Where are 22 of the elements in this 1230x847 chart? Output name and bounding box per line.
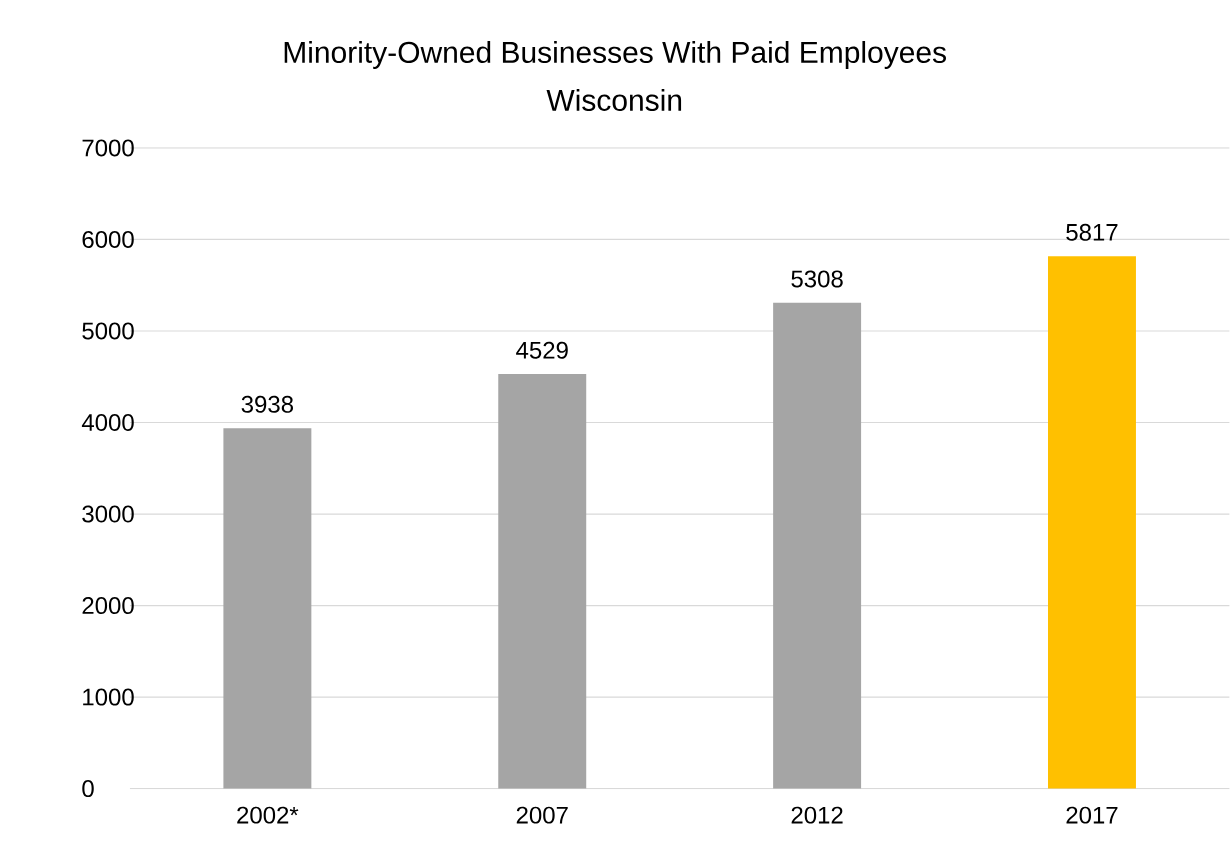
data-label: 5817 xyxy=(1066,224,1118,242)
chart-subtitle: Wisconsin xyxy=(546,89,682,112)
bar xyxy=(223,428,312,789)
y-tick-label: 4000 xyxy=(81,414,134,432)
x-tick-label: 2007 xyxy=(516,806,568,824)
y-tick-label: 5000 xyxy=(82,322,134,340)
y-tick-label: 7000 xyxy=(82,139,134,157)
chart-title: Minority-Owned Businesses With Paid Employees xyxy=(284,41,946,70)
y-tick-label: 0 xyxy=(82,780,94,798)
bar xyxy=(773,302,862,789)
data-label: 3938 xyxy=(241,396,294,414)
data-label: 5308 xyxy=(791,270,843,288)
x-tick-label: 2002* xyxy=(237,806,299,824)
bar xyxy=(498,374,587,789)
data-label: 4529 xyxy=(516,341,568,359)
x-tick-label: 2017 xyxy=(1066,806,1118,824)
y-tick-label: 3000 xyxy=(82,505,134,523)
x-tick-label: 2012 xyxy=(791,806,843,824)
bar xyxy=(1047,256,1136,789)
y-tick-label: 1000 xyxy=(83,688,134,706)
y-tick-label: 6000 xyxy=(82,231,134,249)
y-tick-label: 2000 xyxy=(82,597,134,615)
